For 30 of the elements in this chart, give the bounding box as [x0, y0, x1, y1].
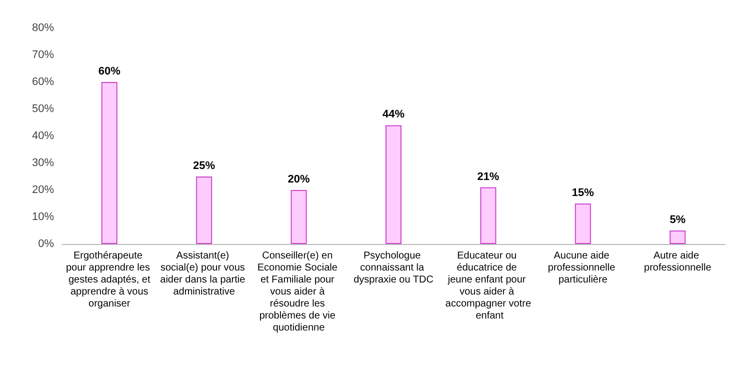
x-tick-label: Autre aide professionnelle: [644, 250, 712, 274]
bar: [101, 82, 118, 244]
bar: [670, 230, 686, 244]
bar: [196, 176, 212, 244]
data-label: 60%: [98, 66, 121, 78]
x-tick-label: Aucune aide professionnelle particulière: [548, 250, 618, 286]
y-tick-label: 50%: [32, 103, 54, 115]
y-tick-label: 60%: [32, 76, 54, 88]
x-tick-label: Conseiller(e) en Economie Sociale et Familiale pour vous aider à résoudre les problèmes de vie quotidienne: [257, 250, 340, 334]
bar: [574, 204, 591, 244]
x-tick-label: Ergothérapeute pour apprendre les gestes adaptés, et apprendre à vous organiser: [66, 250, 153, 310]
x-tick-label: Assistant(e) social(e) pour vous aider dans la partie administrative: [160, 250, 248, 298]
data-label: 21%: [477, 170, 500, 183]
y-tick-label: 70%: [32, 49, 54, 61]
y-tick-label: 20%: [32, 184, 54, 196]
x-tick-label: Educateur ou éducatrice de jeune enfant pour vous aider à accompagner votre enfant: [445, 250, 532, 322]
bar: [290, 190, 307, 244]
y-tick-label: 80%: [32, 22, 54, 34]
data-label: 5%: [670, 214, 686, 226]
bar: [386, 125, 402, 244]
data-label: 44%: [382, 108, 405, 121]
x-tick-label: Psychologue connaissant la dyspraxie ou TDC: [354, 250, 434, 286]
y-tick-label: 10%: [32, 211, 54, 223]
y-tick-label: 0%: [38, 238, 54, 250]
data-label: 25%: [193, 160, 216, 172]
data-label: 20%: [288, 174, 310, 186]
y-tick-label: 30%: [32, 157, 54, 169]
y-tick-label: 40%: [32, 130, 54, 142]
bar: [480, 187, 496, 244]
data-label: 15%: [572, 187, 594, 199]
